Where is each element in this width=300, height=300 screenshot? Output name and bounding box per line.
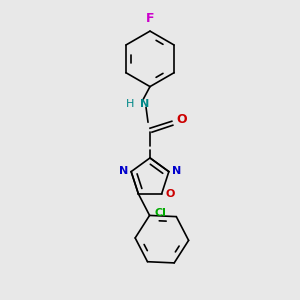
Text: N: N [172,166,181,176]
Text: O: O [177,113,188,126]
Text: N: N [140,99,149,110]
Text: H: H [126,99,134,110]
Text: N: N [119,166,128,176]
Text: Cl: Cl [154,208,166,218]
Text: F: F [146,12,154,25]
Text: O: O [166,189,175,199]
